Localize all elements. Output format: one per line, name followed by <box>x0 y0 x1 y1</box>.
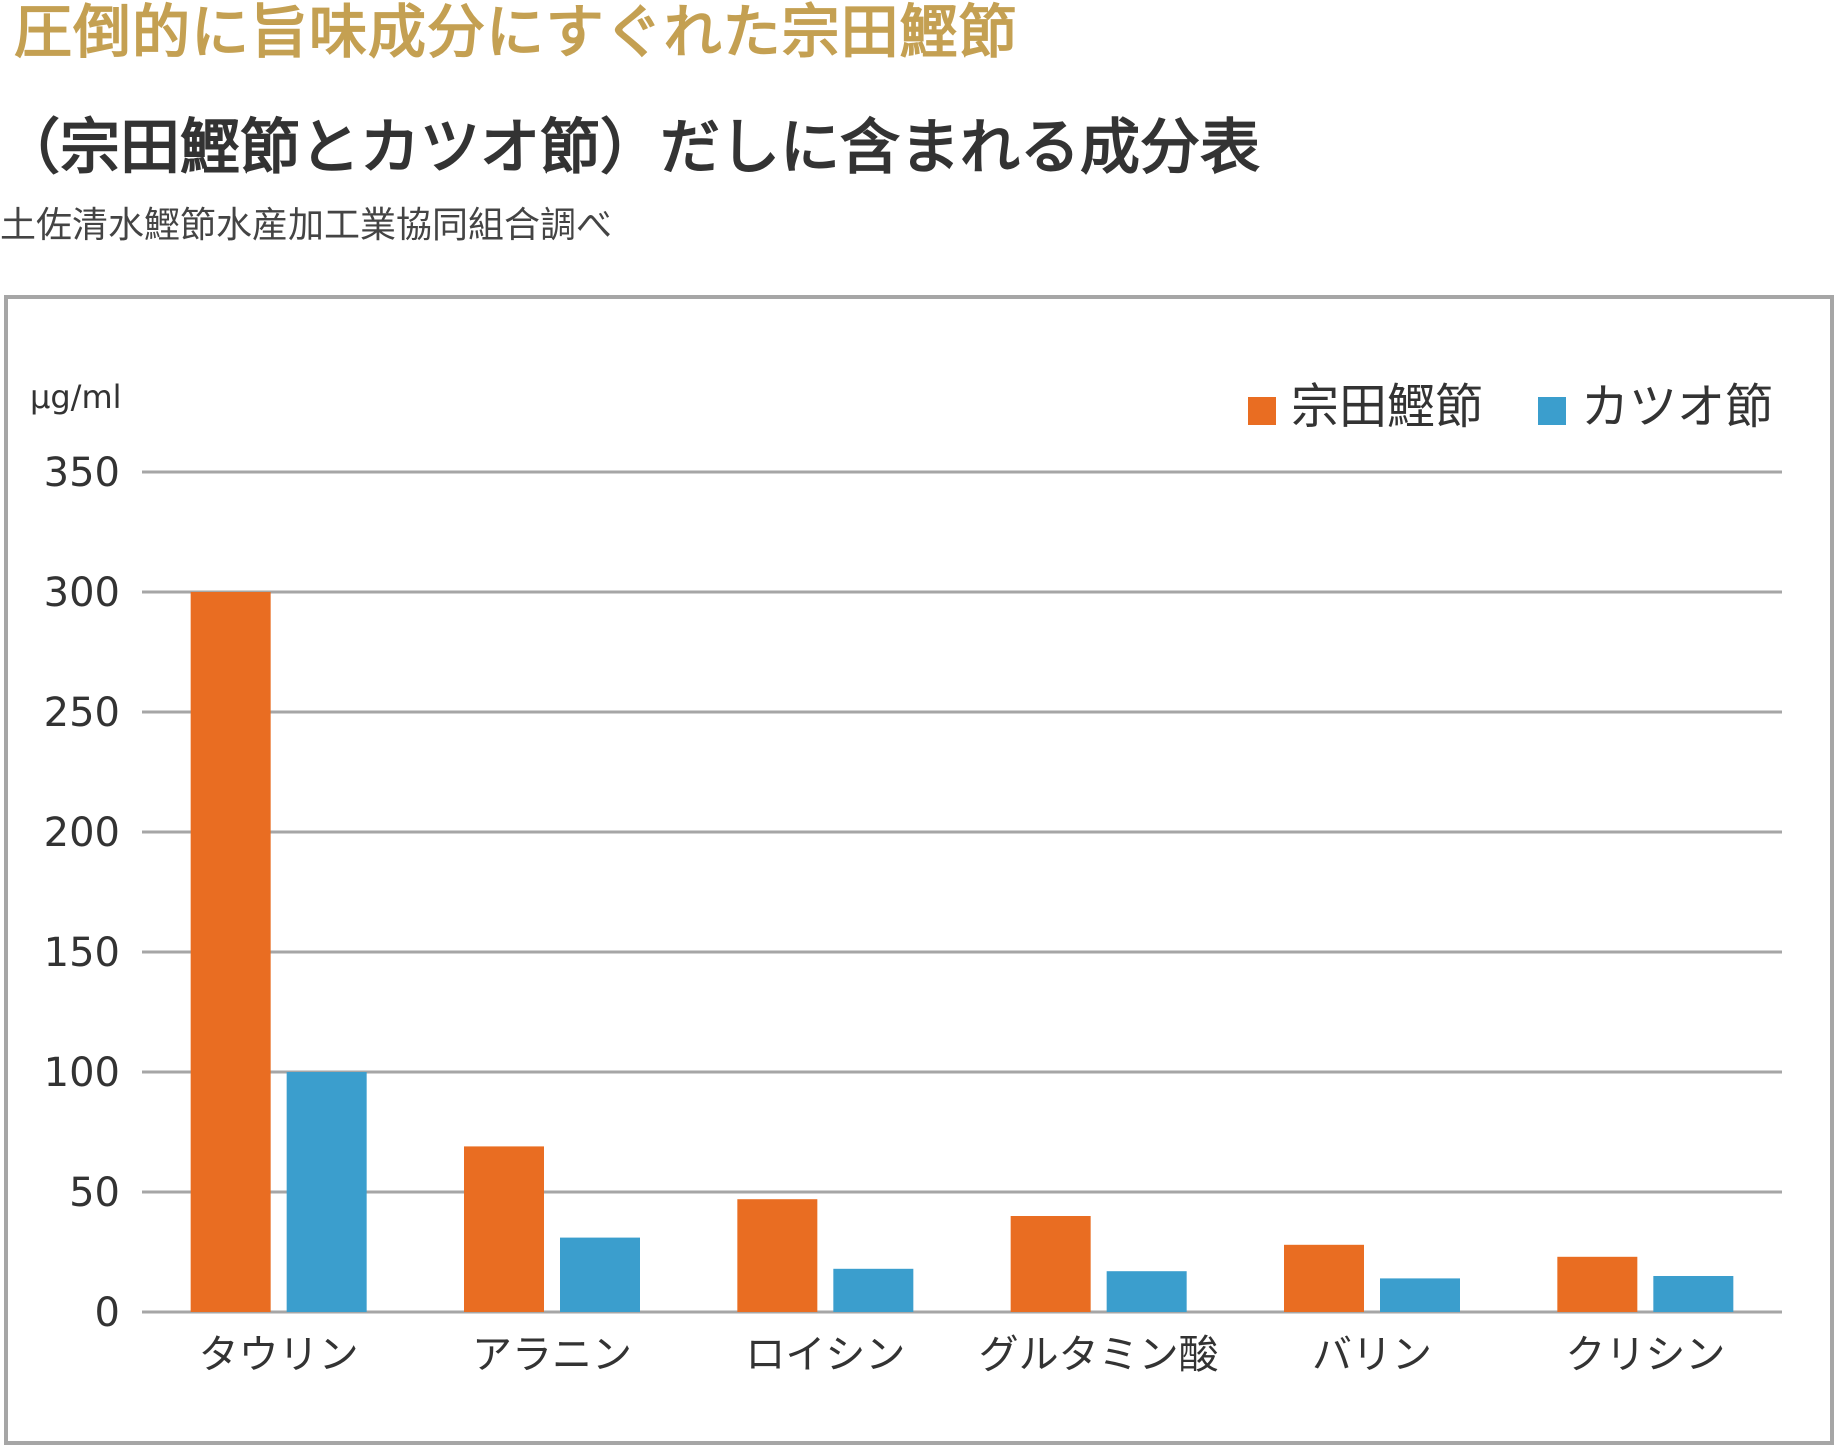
bar-series-1-1 <box>560 1237 640 1312</box>
headline: 圧倒的に旨味成分にすぐれた宗田鰹節 <box>14 0 1018 66</box>
bar-series-1-4 <box>1380 1278 1460 1312</box>
bar-series-0-4 <box>1284 1244 1364 1312</box>
legend-swatch-series-1 <box>1538 397 1566 425</box>
legend-swatch-series-0 <box>1248 397 1276 425</box>
bar-series-0-2 <box>737 1199 818 1312</box>
y-axis-unit: μg/ml <box>30 378 122 416</box>
y-tick-label: 100 <box>44 1050 120 1096</box>
y-tick-label: 300 <box>44 570 120 616</box>
y-tick-label: 50 <box>69 1170 120 1216</box>
bar-series-1-3 <box>1106 1271 1187 1312</box>
legend-label-series-1: カツオ節 <box>1581 379 1773 435</box>
bar-series-0-0 <box>190 592 271 1312</box>
x-category-label: バリン <box>1312 1332 1432 1378</box>
y-tick-label: 200 <box>44 810 120 856</box>
y-tick-label: 250 <box>44 690 120 736</box>
y-tick-label: 0 <box>95 1290 120 1336</box>
legend: 宗田鰹節 カツオ節 <box>1248 379 1773 435</box>
x-category-label: ロイシン <box>745 1332 905 1378</box>
x-category-label: タウリン <box>199 1332 359 1378</box>
bar-series-0-1 <box>464 1146 544 1312</box>
source-note: 土佐清水鰹節水産加工業協同組合調べ <box>0 205 613 246</box>
x-category-label: グルタミン酸 <box>979 1332 1219 1378</box>
bar-series-1-0 <box>286 1072 367 1312</box>
bar-series-0-5 <box>1557 1256 1638 1312</box>
legend-label-series-0: 宗田鰹節 <box>1291 379 1483 435</box>
y-tick-label: 150 <box>44 930 120 976</box>
bar-series-1-5 <box>1653 1276 1734 1312</box>
x-category-label: アラニン <box>472 1332 632 1378</box>
bar-series-1-2 <box>833 1268 914 1312</box>
y-tick-label: 350 <box>44 450 120 496</box>
bar-series-0-3 <box>1010 1216 1091 1312</box>
x-category-label: クリシン <box>1565 1332 1725 1378</box>
chart-title: （宗田鰹節とカツオ節）だしに含まれる成分表 <box>0 113 1260 183</box>
